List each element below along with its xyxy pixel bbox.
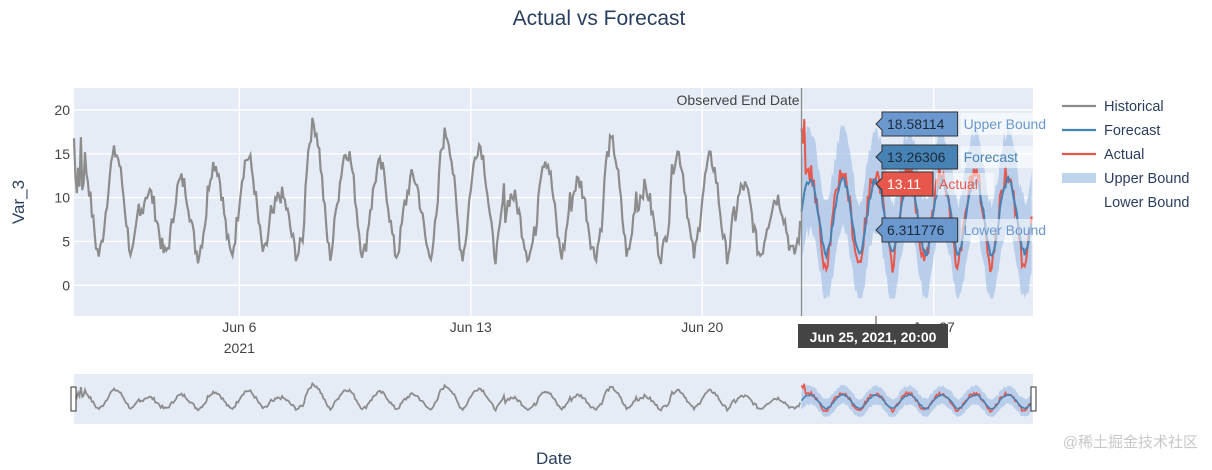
y-axis-label: Var_3 xyxy=(9,180,28,224)
legend-label: Lower Bound xyxy=(1104,195,1189,211)
hover-date-label: Jun 25, 2021, 20:00 xyxy=(810,329,937,345)
hover-name: Forecast xyxy=(964,149,1019,165)
y-tick-label: 15 xyxy=(54,146,70,162)
x-tick-label: Jun 13 xyxy=(450,319,492,335)
legend-label: Forecast xyxy=(1104,123,1160,139)
hover-box-upper-bound xyxy=(875,111,959,137)
legend-label: Actual xyxy=(1104,147,1144,163)
y-tick-label: 0 xyxy=(62,277,70,293)
hover-date-box xyxy=(798,324,948,348)
rangeslider-handle-left[interactable] xyxy=(70,386,77,412)
y-tick-label: 10 xyxy=(54,190,70,206)
x-tick-sublabel: 2021 xyxy=(224,340,255,356)
legend-label: Upper Bound xyxy=(1104,171,1189,187)
legend-label: Historical xyxy=(1104,99,1164,115)
hover-value: 18.58114 xyxy=(887,116,945,132)
x-axis-label: Date xyxy=(536,449,572,468)
hover-box-lower-bound xyxy=(875,217,959,243)
hover-box-forecast xyxy=(875,144,959,170)
hover-box-actual xyxy=(875,171,934,197)
legend[interactable]: Historical Forecast Actual Upper Bound Lower… xyxy=(1062,99,1189,211)
hover-value: 6.311776 xyxy=(887,222,945,238)
hover-name: Actual xyxy=(939,176,978,192)
observed-end-label: Observed End Date xyxy=(677,92,800,108)
x-tick-label: Jun 20 xyxy=(681,319,723,335)
y-tick-label: 20 xyxy=(54,102,70,118)
series-line-forecast xyxy=(800,174,1033,261)
y-tick-label: 5 xyxy=(62,233,70,249)
legend-item-upper-bound[interactable]: Upper Bound xyxy=(1062,171,1189,187)
rangeslider-forecast xyxy=(800,393,1033,411)
chart-title: Actual vs Forecast xyxy=(513,7,686,30)
legend-item-historical[interactable]: Historical xyxy=(1062,99,1164,115)
hover-name: Lower Bound xyxy=(964,222,1047,238)
legend-item-forecast[interactable]: Forecast xyxy=(1062,123,1160,139)
legend-item-lower-bound[interactable]: Lower Bound xyxy=(1104,195,1189,211)
hover-name-bg xyxy=(960,219,1060,241)
watermark: @稀土掘金技术社区 xyxy=(1063,434,1198,451)
hover-value: 13.11 xyxy=(887,176,921,192)
series-line-historical xyxy=(72,117,802,265)
rangeslider-handle-right[interactable] xyxy=(1030,386,1037,412)
hover-name: Upper Bound xyxy=(964,116,1047,132)
hover-labels: Jun 25, 2021, 20:00 18.58114 Upper Bound 13… xyxy=(798,111,1060,348)
hover-name-bg xyxy=(936,173,994,195)
legend-item-actual[interactable]: Actual xyxy=(1062,147,1144,163)
hover-value: 13.26306 xyxy=(887,149,946,165)
hover-name-bg xyxy=(960,113,1060,135)
x-tick-label: Jun 6 xyxy=(222,319,256,335)
legend-swatch xyxy=(1062,173,1096,183)
y-axis-ticks: 0 5 10 15 20 xyxy=(54,102,70,293)
hover-name-bg xyxy=(960,146,1035,168)
rangeslider-historical xyxy=(73,381,801,413)
